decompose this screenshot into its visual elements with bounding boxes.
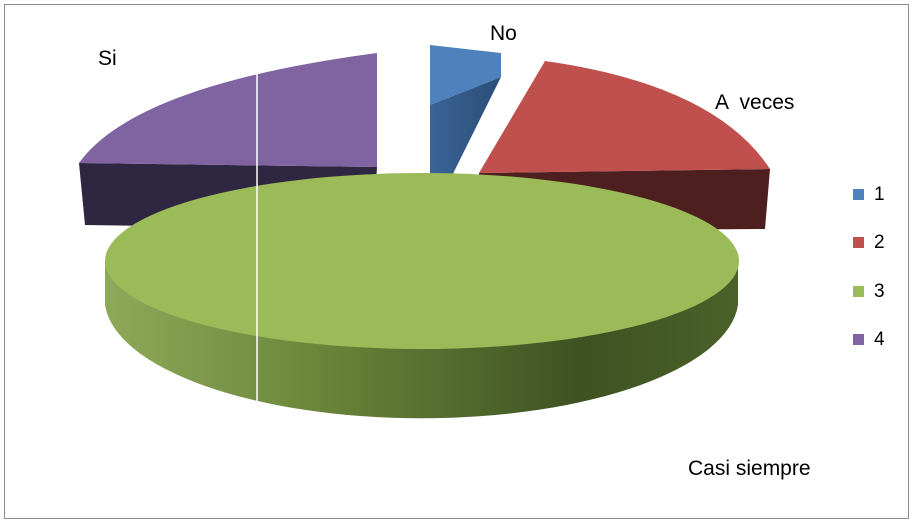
slice-label-3: Casi siempre <box>688 457 811 480</box>
legend-swatch-4 <box>853 334 864 345</box>
slice-2-top <box>479 61 770 173</box>
legend: 1 2 3 4 <box>853 184 885 350</box>
legend-swatch-1 <box>853 189 864 200</box>
pie-slice-3 <box>105 173 739 419</box>
slice-1-top <box>430 45 501 105</box>
slice-label-2: A veces <box>715 91 794 114</box>
legend-label-3: 3 <box>874 281 885 302</box>
legend-swatch-2 <box>853 237 864 248</box>
legend-label-2: 2 <box>874 232 885 253</box>
slice-label-1: No <box>490 22 517 45</box>
legend-label-1: 1 <box>874 184 885 205</box>
pie-chart: No A veces Casi siempre Si 1 2 3 4 <box>79 22 885 480</box>
slice-label-4: Si <box>98 47 117 70</box>
legend-label-4: 4 <box>874 329 885 350</box>
slice-3-top <box>105 173 739 349</box>
legend-swatch-3 <box>853 286 864 297</box>
slice-4-top <box>79 53 377 167</box>
chart-frame: No A veces Casi siempre Si 1 2 3 4 <box>4 4 909 519</box>
slice-3-side <box>105 261 738 419</box>
